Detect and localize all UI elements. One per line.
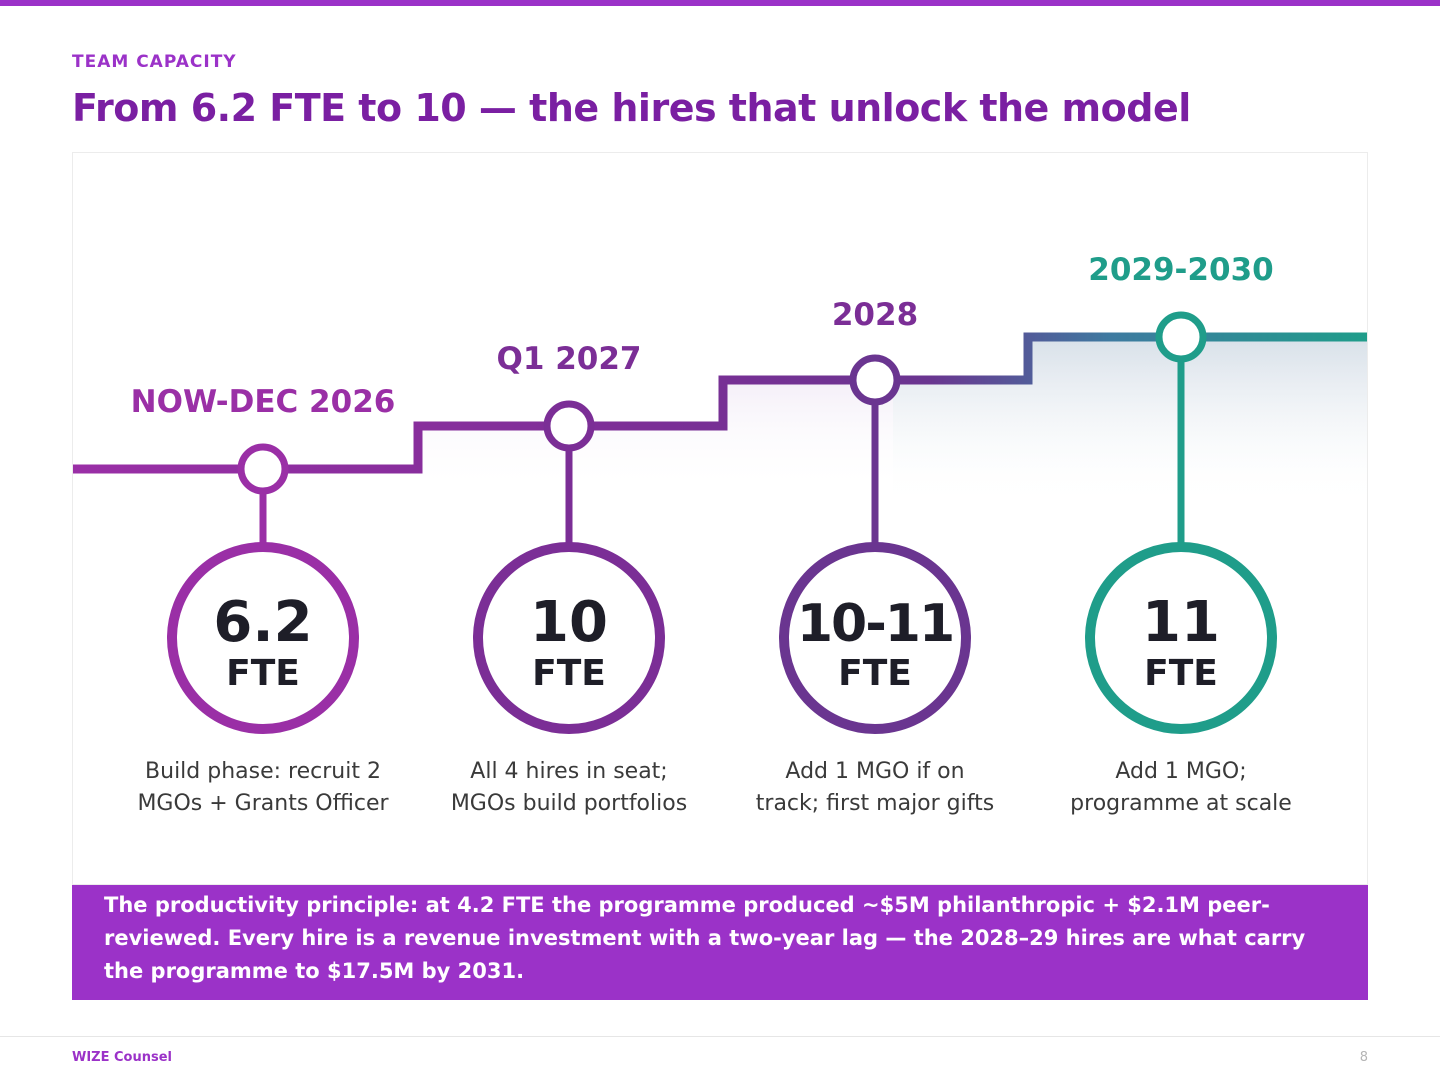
milestone-description-line1: Add 1 MGO if on bbox=[785, 759, 964, 784]
fte-unit: FTE bbox=[226, 653, 300, 694]
footer-brand: WIZE Counsel bbox=[72, 1050, 173, 1065]
milestone-period: 2029-2030 bbox=[1088, 252, 1273, 288]
milestone-description-line2: MGOs build portfolios bbox=[451, 791, 687, 816]
milestone-period: Q1 2027 bbox=[497, 341, 642, 377]
footer-divider bbox=[0, 1036, 1440, 1037]
milestone-node bbox=[1155, 311, 1207, 363]
fte-value: 6.2 bbox=[213, 590, 312, 655]
timeline-diagram: NOW-DEC 2026 6.2 FTE Build phase: recrui… bbox=[73, 252, 1367, 816]
milestone-period: NOW-DEC 2026 bbox=[131, 384, 396, 420]
fte-unit: FTE bbox=[532, 653, 606, 694]
milestone-description-line2: MGOs + Grants Officer bbox=[137, 791, 389, 816]
milestone-2028: 2028 10-11 FTE Add 1 MGO if on track; fi… bbox=[756, 297, 994, 816]
milestone-description-line1: Build phase: recruit 2 bbox=[145, 759, 381, 784]
capacity-step-line bbox=[73, 332, 1367, 474]
fte-ring bbox=[779, 542, 971, 734]
milestone-description-line1: All 4 hires in seat; bbox=[470, 759, 667, 784]
milestone-description-line2: track; first major gifts bbox=[756, 791, 994, 816]
fte-value: 10 bbox=[530, 590, 608, 655]
section-eyebrow: TEAM CAPACITY bbox=[72, 52, 237, 72]
slide-title: From 6.2 FTE to 10 — the hires that unlo… bbox=[72, 86, 1191, 130]
milestone-description-line2: programme at scale bbox=[1070, 791, 1292, 816]
milestone-node bbox=[543, 400, 595, 452]
productivity-callout: The productivity principle: at 4.2 FTE t… bbox=[72, 885, 1368, 1000]
milestone-2029-2030: 2029-2030 11 FTE Add 1 MGO; programme at… bbox=[1070, 252, 1292, 816]
fte-ring bbox=[473, 542, 665, 734]
fte-ring bbox=[167, 542, 359, 734]
top-accent-bar bbox=[0, 0, 1440, 6]
page-number: 8 bbox=[1359, 1050, 1368, 1065]
milestone-period: 2028 bbox=[832, 297, 918, 333]
fte-unit: FTE bbox=[838, 653, 912, 694]
fte-value: 11 bbox=[1142, 590, 1220, 655]
step-fill-area-teal bbox=[893, 337, 1367, 513]
fte-ring bbox=[1085, 542, 1277, 734]
capacity-timeline-figure: NOW-DEC 2026 6.2 FTE Build phase: recrui… bbox=[72, 152, 1368, 885]
milestone-node bbox=[237, 443, 289, 495]
fte-value: 10-11 bbox=[797, 594, 953, 654]
milestone-now-dec-2026: NOW-DEC 2026 6.2 FTE Build phase: recrui… bbox=[131, 384, 396, 816]
milestone-node bbox=[849, 354, 901, 406]
fte-unit: FTE bbox=[1144, 653, 1218, 694]
milestone-description-line1: Add 1 MGO; bbox=[1115, 759, 1246, 784]
milestone-q1-2027: Q1 2027 10 FTE All 4 hires in seat; MGOs… bbox=[451, 341, 687, 816]
